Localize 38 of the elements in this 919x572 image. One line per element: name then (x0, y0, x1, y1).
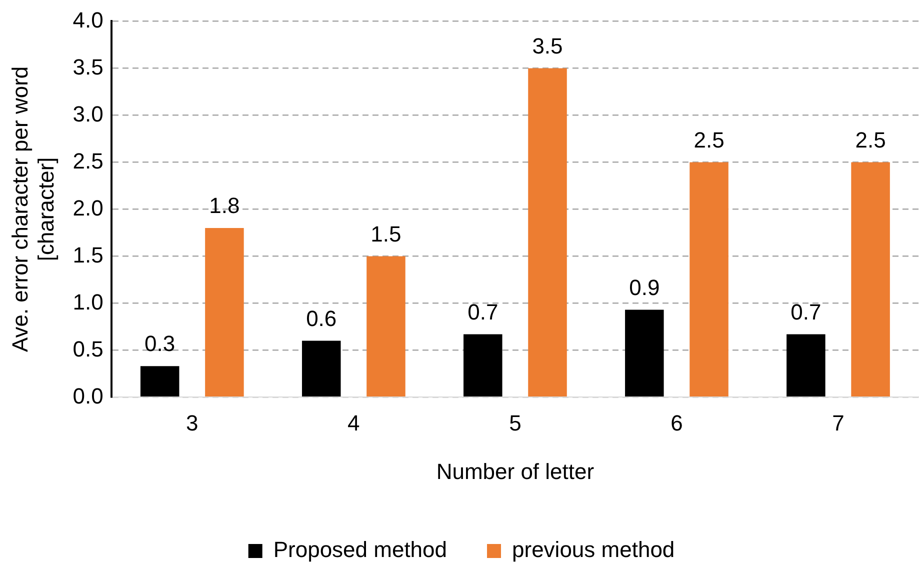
legend-label: previous method (512, 537, 675, 562)
x-tick-label: 4 (348, 410, 360, 436)
data-label: 0.7 (790, 299, 822, 324)
bar (366, 256, 406, 397)
x-tick-label: 3 (186, 410, 198, 436)
y-tick-label: 1.0 (72, 289, 104, 314)
x-tick-label: 5 (509, 410, 522, 436)
data-label: 1.5 (370, 221, 402, 246)
data-label: 1.8 (209, 193, 240, 218)
bar (786, 334, 826, 397)
x-axis-title: Number of letter (436, 458, 594, 484)
data-label: 3.5 (532, 33, 563, 58)
y-tick-label: 3.0 (72, 101, 104, 126)
y-tick-label: 2.0 (72, 195, 104, 220)
bar (140, 366, 180, 397)
bar (851, 162, 890, 397)
legend-label: Proposed method (273, 537, 448, 562)
data-label: 0.6 (306, 306, 337, 331)
y-tick-label: 3.5 (72, 54, 104, 80)
data-label: 2.5 (855, 127, 886, 152)
y-axis-title: Ave. error character per word [character] (7, 66, 59, 352)
y-tick-label: 4.0 (72, 7, 104, 32)
x-tick-label: 6 (670, 410, 683, 436)
bar (528, 68, 567, 397)
data-label: 0.9 (629, 274, 660, 300)
bar (205, 228, 244, 397)
y-tick-label: 0.5 (72, 336, 104, 362)
x-tick-label: 7 (832, 410, 844, 436)
data-label: 0.3 (144, 331, 176, 356)
bar (302, 340, 341, 397)
y-tick-label: 2.5 (72, 148, 104, 174)
data-label: 2.5 (694, 127, 724, 152)
data-label: 0.7 (468, 299, 498, 324)
bar (625, 310, 664, 397)
bar (690, 162, 728, 397)
bar (464, 334, 502, 397)
y-tick-label: 0.0 (72, 383, 104, 408)
y-tick-label: 1.5 (72, 242, 104, 268)
